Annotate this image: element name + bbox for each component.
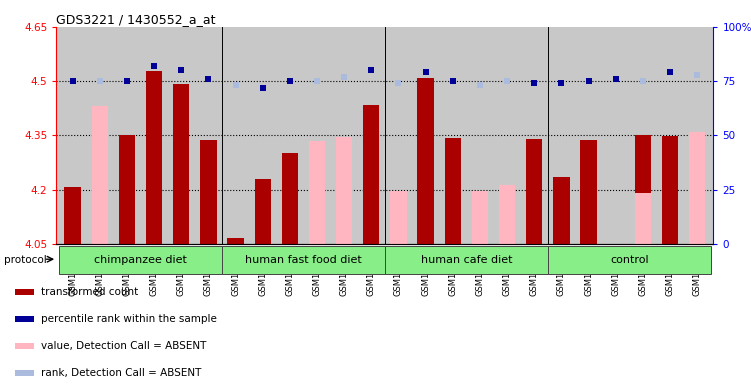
Bar: [92, 106, 108, 244]
Bar: [391, 191, 406, 244]
Bar: [553, 177, 569, 244]
Bar: [15, 370, 34, 376]
Bar: [15, 290, 34, 295]
Bar: [662, 136, 678, 244]
Bar: [363, 104, 379, 244]
Bar: [173, 84, 189, 244]
Bar: [59, 247, 222, 274]
Bar: [499, 185, 515, 244]
Text: human fast food diet: human fast food diet: [245, 255, 362, 265]
Bar: [445, 138, 461, 244]
Bar: [547, 247, 710, 274]
Text: transformed count: transformed count: [41, 287, 138, 297]
Text: value, Detection Call = ABSENT: value, Detection Call = ABSENT: [41, 341, 207, 351]
Bar: [472, 191, 488, 244]
Bar: [255, 179, 271, 244]
Bar: [146, 71, 162, 244]
Text: GDS3221 / 1430552_a_at: GDS3221 / 1430552_a_at: [56, 13, 216, 26]
Bar: [228, 238, 243, 244]
Bar: [385, 247, 547, 274]
Text: rank, Detection Call = ABSENT: rank, Detection Call = ABSENT: [41, 368, 201, 378]
Bar: [581, 140, 597, 244]
Text: chimpanzee diet: chimpanzee diet: [94, 255, 187, 265]
Bar: [336, 137, 352, 244]
Bar: [282, 154, 298, 244]
Bar: [418, 78, 434, 244]
Text: percentile rank within the sample: percentile rank within the sample: [41, 314, 217, 324]
Bar: [689, 132, 705, 244]
Bar: [222, 247, 385, 274]
Bar: [15, 343, 34, 349]
Text: protocol: protocol: [4, 255, 47, 265]
Bar: [526, 139, 542, 244]
Bar: [635, 193, 651, 244]
Bar: [635, 136, 651, 244]
Bar: [309, 141, 325, 244]
Text: control: control: [610, 255, 649, 265]
Bar: [65, 187, 81, 244]
Bar: [119, 136, 135, 244]
Text: human cafe diet: human cafe diet: [421, 255, 512, 265]
Bar: [15, 316, 34, 322]
Bar: [201, 140, 216, 244]
